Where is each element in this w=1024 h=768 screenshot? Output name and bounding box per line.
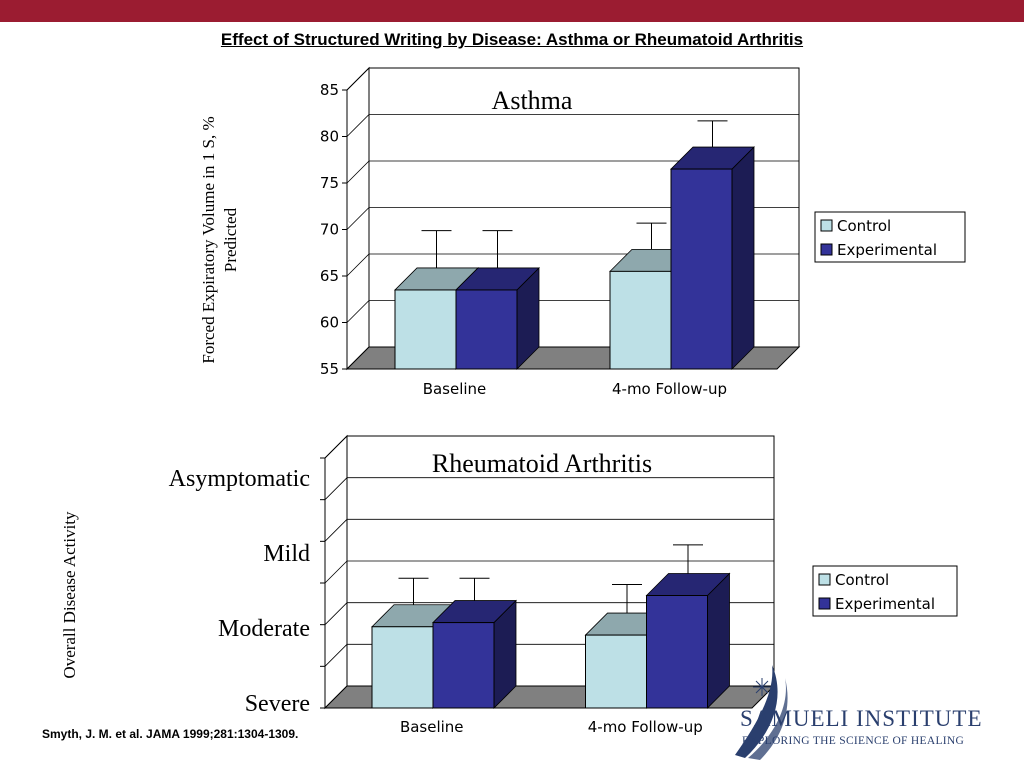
ra-tick-asymptomatic: Asymptomatic <box>168 466 310 492</box>
ra-category-label: 4-mo Follow-up <box>588 718 703 736</box>
asthma-gridline <box>346 207 799 230</box>
ra-bar-experimental <box>432 622 495 709</box>
asthma-ytick-label: 60 <box>320 314 339 332</box>
asthma-gridline <box>346 67 799 91</box>
slide-title: Effect of Structured Writing by Disease:… <box>220 30 804 49</box>
asthma-ytick-label: 55 <box>320 360 339 378</box>
asthma-title: Asthma <box>492 86 573 115</box>
ra-category-label: Baseline <box>400 718 464 736</box>
ra-tick-mild: Mild <box>263 541 310 567</box>
ra-legend-label: Experimental <box>835 595 935 613</box>
ra-legend <box>812 565 958 617</box>
ra-gridline <box>324 560 774 584</box>
asthma-y-axis-label: Forced Expiratory Volume in 1 S, % Predi… <box>199 116 240 364</box>
ra-title: Rheumatoid Arthritis <box>432 449 652 478</box>
asthma-gridline <box>346 160 799 184</box>
ra-tick-severe: Severe <box>244 691 310 717</box>
asthma-ytick-label: 70 <box>320 221 339 239</box>
ra-legend-label: Control <box>835 571 889 589</box>
ra-y-axis-label: Overall Disease Activity <box>60 511 79 679</box>
ra-gridline <box>324 518 774 542</box>
samueli-logo-swoosh <box>735 665 788 760</box>
ra-bar-control <box>585 634 647 709</box>
asthma-gridline <box>346 114 799 137</box>
ra-bar-side <box>707 572 730 709</box>
asthma-ytick-label: 65 <box>320 267 339 285</box>
ra-bar-control <box>371 626 434 709</box>
star-icon <box>753 678 771 696</box>
ra-gridline <box>324 477 774 500</box>
asthma-bar-experimental <box>670 168 733 370</box>
logo-name: SAMUELI INSTITUTE <box>740 706 983 731</box>
asthma-category-label: Baseline <box>423 380 487 398</box>
asthma-legend-swatch <box>820 243 833 256</box>
ra-legend-swatch <box>818 597 831 610</box>
ra-bar-experimental <box>646 595 708 709</box>
ra-tick-moderate: Moderate <box>218 616 310 642</box>
ra-gridline <box>324 602 774 625</box>
ra-gridline <box>324 435 774 459</box>
ra-legend-swatch <box>818 573 831 586</box>
asthma-legend-label: Experimental <box>837 241 937 259</box>
top-banner <box>0 0 1024 22</box>
asthma-legend <box>814 211 966 263</box>
asthma-legend-swatch <box>820 219 833 232</box>
asthma-ytick-label: 85 <box>320 81 339 99</box>
asthma-legend-label: Control <box>837 217 891 235</box>
logo-tagline: EXPLORING THE SCIENCE OF HEALING <box>742 735 965 747</box>
citation: Smyth, J. M. et al. JAMA 1999;281:1304-1… <box>42 727 299 741</box>
asthma-ytick-label: 80 <box>320 128 339 146</box>
asthma-bar-experimental <box>455 289 518 370</box>
asthma-ytick-label: 75 <box>320 174 339 192</box>
asthma-category-label: 4-mo Follow-up <box>612 380 727 398</box>
